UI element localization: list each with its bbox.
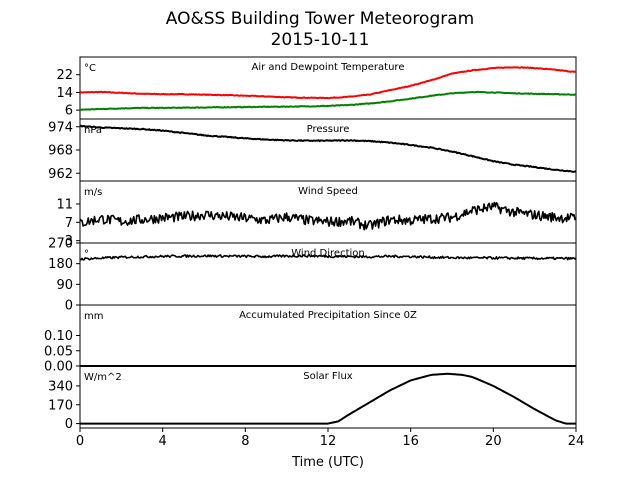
panel-0-ytick-label: 22 bbox=[56, 68, 73, 83]
panel-0-unit: °C bbox=[84, 63, 96, 74]
panel-3-ytick-label: 90 bbox=[56, 278, 73, 293]
panel-0-ytick-label: 14 bbox=[56, 86, 73, 101]
panel-4-unit: mm bbox=[84, 311, 103, 322]
x-axis-tick-label: 4 bbox=[159, 434, 167, 449]
panel-5-unit: W/m^2 bbox=[84, 372, 122, 383]
x-axis-tick-label: 16 bbox=[402, 434, 419, 449]
panel-1-ytick-label: 962 bbox=[48, 167, 73, 182]
panel-1-series-0-line bbox=[79, 124, 577, 173]
x-axis-tick-label: 0 bbox=[76, 434, 84, 449]
panel-2-series-0-line bbox=[79, 201, 577, 231]
panel-4-ytick-label: 0.05 bbox=[44, 344, 73, 359]
panel-1-unit: hPa bbox=[84, 125, 102, 136]
panel-2-ytick-label: 11 bbox=[56, 197, 73, 212]
panel-3-series-0-line bbox=[79, 253, 577, 261]
panel-4-title: Accumulated Precipitation Since 0Z bbox=[239, 310, 417, 321]
panel-2-ytick-label: 3 bbox=[65, 234, 73, 249]
panel-1-ytick-label: 968 bbox=[48, 144, 73, 159]
panel-5-ytick-label: 170 bbox=[48, 398, 73, 413]
panel-5-ytick-label: 0 bbox=[65, 417, 73, 432]
panel-2-unit: m/s bbox=[84, 187, 102, 198]
panel-2-title: Wind Speed bbox=[298, 186, 358, 197]
panel-3-unit: ° bbox=[84, 249, 89, 260]
figure-title: AO&SS Building Tower Meteorogram bbox=[166, 9, 474, 29]
panel-3-ytick-label: 270 bbox=[48, 237, 73, 252]
panel-5-title: Solar Flux bbox=[303, 371, 353, 382]
panel-0-series-1-line bbox=[79, 90, 577, 111]
panel-5-ytick-label: 340 bbox=[48, 379, 73, 394]
figure-subtitle: 2015-10-11 bbox=[271, 30, 370, 50]
panel-0-ytick-label: 6 bbox=[65, 104, 73, 119]
x-axis-tick-label: 20 bbox=[485, 434, 502, 449]
panel-3-title: Wind Direction bbox=[291, 248, 365, 259]
panel-4-ytick-label: 0.00 bbox=[44, 360, 73, 375]
x-axis-tick-label: 12 bbox=[320, 434, 337, 449]
panel-3-ytick-label: 180 bbox=[48, 257, 73, 272]
panel-0-series-0-line bbox=[79, 66, 577, 100]
x-axis-tick-label: 8 bbox=[241, 434, 249, 449]
panel-3-ytick-label: 0 bbox=[65, 299, 73, 314]
panel-4-ytick-label: 0.10 bbox=[44, 329, 73, 344]
panel-5-series-0-line bbox=[80, 372, 576, 425]
x-axis-tick-label: 24 bbox=[568, 434, 585, 449]
panel-1-title: Pressure bbox=[307, 124, 350, 135]
panel-2-ytick-label: 7 bbox=[65, 216, 73, 231]
x-axis-label: Time (UTC) bbox=[291, 455, 364, 470]
panel-0-title: Air and Dewpoint Temperature bbox=[252, 62, 405, 73]
panels: 6 14 22 °C Air and Dewpoint Temperature 962 96… bbox=[44, 56, 585, 449]
panel-1-ytick-label: 974 bbox=[48, 120, 73, 135]
